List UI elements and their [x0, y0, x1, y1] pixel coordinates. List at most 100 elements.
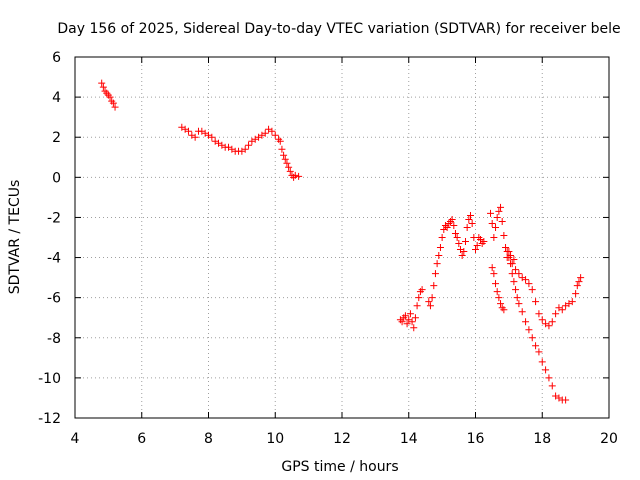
data-point — [512, 286, 520, 294]
data-point — [558, 306, 566, 314]
data-point — [507, 260, 515, 268]
data-point — [415, 294, 423, 302]
data-point — [518, 308, 526, 316]
x-tick-label: 20 — [600, 431, 618, 447]
chart-title: Day 156 of 2025, Sidereal Day-to-day VTE… — [57, 21, 620, 37]
x-tick-label: 14 — [400, 431, 418, 447]
x-tick-label: 16 — [467, 431, 485, 447]
data-point — [109, 99, 117, 107]
y-axis-title: SDTVAR / TECUs — [7, 180, 23, 295]
x-tick-label: 12 — [333, 431, 351, 447]
data-point — [487, 209, 495, 217]
data-point — [535, 348, 543, 356]
y-tick-labels: -12 -10 -8 -6 -4 -2 0 2 4 6 — [38, 50, 61, 427]
data-point — [510, 256, 518, 264]
data-point — [465, 215, 473, 223]
data-point — [538, 358, 546, 366]
y-tick-label: 6 — [52, 50, 61, 66]
data-point — [448, 215, 456, 223]
data-point — [408, 318, 416, 326]
y-tick-label: -12 — [38, 411, 61, 427]
data-point — [495, 294, 503, 302]
data-point — [542, 366, 550, 374]
data-point — [451, 229, 459, 237]
data-point — [450, 221, 458, 229]
data-point — [525, 326, 533, 334]
x-axis-title: GPS time / hours — [281, 459, 398, 475]
data-point — [510, 278, 518, 286]
data-point — [535, 310, 543, 318]
data-point — [538, 316, 546, 324]
data-point — [568, 298, 576, 306]
data-point — [528, 286, 536, 294]
data-point — [291, 171, 299, 179]
x-tick-label: 18 — [533, 431, 551, 447]
data-point — [276, 137, 284, 145]
data-point — [245, 141, 253, 149]
data-point — [545, 374, 553, 382]
data-point — [435, 252, 443, 260]
data-point — [515, 270, 523, 278]
data-point — [488, 264, 496, 272]
data-point — [455, 240, 463, 248]
axis-ticks — [74, 56, 610, 419]
data-point — [428, 294, 436, 302]
data-point — [525, 280, 533, 288]
data-point — [532, 298, 540, 306]
x-tick-label: 8 — [204, 431, 213, 447]
data-point — [184, 127, 192, 135]
data-point — [458, 252, 466, 260]
data-point — [453, 234, 461, 241]
data-point — [208, 133, 216, 141]
data-point — [466, 211, 474, 219]
data-point — [98, 79, 106, 87]
data-point — [285, 163, 293, 171]
data-point — [513, 294, 521, 302]
data-point — [492, 280, 500, 288]
data-point — [528, 334, 536, 342]
data-point — [468, 219, 476, 227]
data-point — [522, 318, 530, 326]
data-point — [410, 324, 418, 332]
data-point — [271, 131, 279, 139]
data-point — [493, 288, 501, 296]
y-tick-label: 4 — [52, 90, 61, 106]
data-point — [473, 242, 481, 250]
data-point — [512, 266, 520, 274]
y-tick-label: 2 — [52, 130, 61, 146]
data-point — [268, 127, 276, 135]
data-point — [562, 396, 570, 404]
data-point — [480, 238, 488, 246]
data-point — [406, 310, 414, 318]
data-point — [425, 298, 433, 306]
y-tick-label: -6 — [47, 291, 61, 307]
x-tick-label: 4 — [71, 431, 80, 447]
data-point — [572, 290, 580, 298]
data-point — [430, 282, 438, 290]
data-point — [508, 270, 516, 278]
data-point — [492, 223, 500, 231]
data-point — [286, 167, 294, 175]
y-tick-label: -8 — [47, 331, 61, 347]
data-point — [505, 254, 513, 262]
data-point — [261, 129, 269, 137]
data-point — [548, 382, 556, 390]
data-point — [548, 318, 556, 326]
data-point — [515, 300, 523, 308]
data-point — [426, 302, 434, 310]
data-point — [500, 231, 508, 239]
data-point — [463, 223, 471, 231]
x-tick-label: 6 — [137, 431, 146, 447]
data-point — [403, 320, 411, 328]
data-point — [398, 318, 406, 326]
data-point — [500, 306, 508, 314]
x-tick-label: 10 — [266, 431, 284, 447]
data-point — [418, 286, 426, 294]
data-point — [413, 302, 421, 310]
data-point — [575, 278, 583, 286]
data-point — [577, 274, 585, 282]
data-point — [552, 310, 560, 318]
data-point — [498, 217, 506, 225]
data-point — [295, 172, 303, 180]
data-point — [431, 270, 439, 278]
